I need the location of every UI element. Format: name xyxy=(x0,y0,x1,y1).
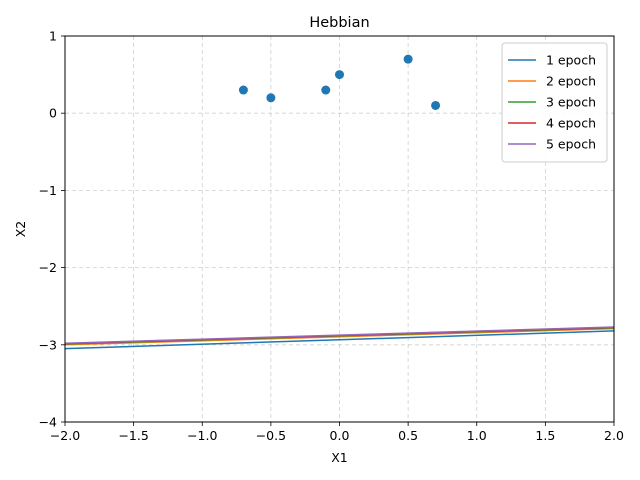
y-axis-ticks: −4 −3 −2 −1 0 1 xyxy=(39,29,65,430)
legend: 1 epoch 2 epoch 3 epoch 4 epoch 5 epoch xyxy=(501,42,608,163)
series-line xyxy=(64,330,615,350)
x-tick-label: −0.5 xyxy=(256,428,286,443)
series-line xyxy=(64,326,615,345)
scatter-point xyxy=(403,54,413,64)
legend-label: 2 epoch xyxy=(546,74,596,89)
x-axis-ticks: −2.0 −1.5 −1.0 −0.5 0.0 0.5 1.0 1.5 2.0 xyxy=(50,422,624,443)
scatter-point xyxy=(266,93,276,103)
scatter-point xyxy=(431,100,441,110)
legend-label: 4 epoch xyxy=(546,116,596,131)
scatter-point xyxy=(238,85,248,95)
x-tick-label: 0.5 xyxy=(398,428,418,443)
x-tick-label: −1.5 xyxy=(118,428,148,443)
y-axis-label: X2 xyxy=(13,221,28,238)
x-tick-label: 0.0 xyxy=(330,428,350,443)
series-line xyxy=(64,327,615,346)
scatter-points xyxy=(238,54,441,110)
y-tick-label: 0 xyxy=(49,106,57,121)
chart-title: Hebbian xyxy=(309,15,369,31)
series-lines xyxy=(64,326,615,350)
x-tick-label: 2.0 xyxy=(604,428,624,443)
x-tick-label: −2.0 xyxy=(50,428,80,443)
y-tick-label: −1 xyxy=(39,183,57,198)
x-tick-label: 1.5 xyxy=(535,428,555,443)
y-tick-label: −4 xyxy=(39,415,57,430)
x-tick-label: 1.0 xyxy=(467,428,487,443)
legend-label: 1 epoch xyxy=(546,53,596,68)
y-tick-label: −3 xyxy=(39,337,57,352)
scatter-point xyxy=(321,85,331,95)
legend-box xyxy=(501,42,608,163)
x-axis-label: X1 xyxy=(331,450,348,465)
legend-label: 5 epoch xyxy=(546,137,596,152)
scatter-point xyxy=(335,70,344,80)
legend-label: 3 epoch xyxy=(546,95,596,110)
y-tick-label: −2 xyxy=(39,260,57,275)
y-tick-label: 1 xyxy=(49,29,57,44)
x-tick-label: −1.0 xyxy=(187,428,217,443)
